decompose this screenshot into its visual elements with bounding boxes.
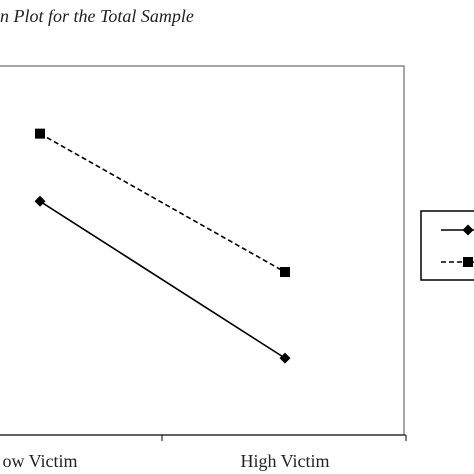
- legend-items: [441, 224, 474, 267]
- series-1: [34, 195, 291, 364]
- chart-title: n Plot for the Total Sample: [0, 6, 194, 26]
- series-1-line: [39, 200, 286, 359]
- series-2-point-1: [35, 128, 45, 139]
- legend-marker-2: [463, 257, 473, 267]
- legend-marker-1: [462, 224, 474, 236]
- x-tick-label-1: High Victim: [240, 451, 329, 471]
- legend-item-1: [441, 224, 474, 236]
- series-1-point-2: [279, 352, 291, 364]
- x-tick-label-0: ow Victim: [2, 451, 77, 471]
- legend-box: [420, 210, 474, 281]
- x-axis-labels: ow Victim High Victim: [2, 451, 329, 471]
- series-2: [35, 128, 290, 278]
- series-layer: [34, 128, 291, 364]
- series-1-point-1: [34, 195, 46, 207]
- x-axis-ticks: [161, 435, 407, 441]
- plot-frame: [0, 65, 405, 436]
- series-2-point-2: [280, 267, 290, 278]
- legend-item-2: [441, 257, 474, 267]
- series-2-line: [39, 132, 286, 273]
- legend: [420, 210, 474, 281]
